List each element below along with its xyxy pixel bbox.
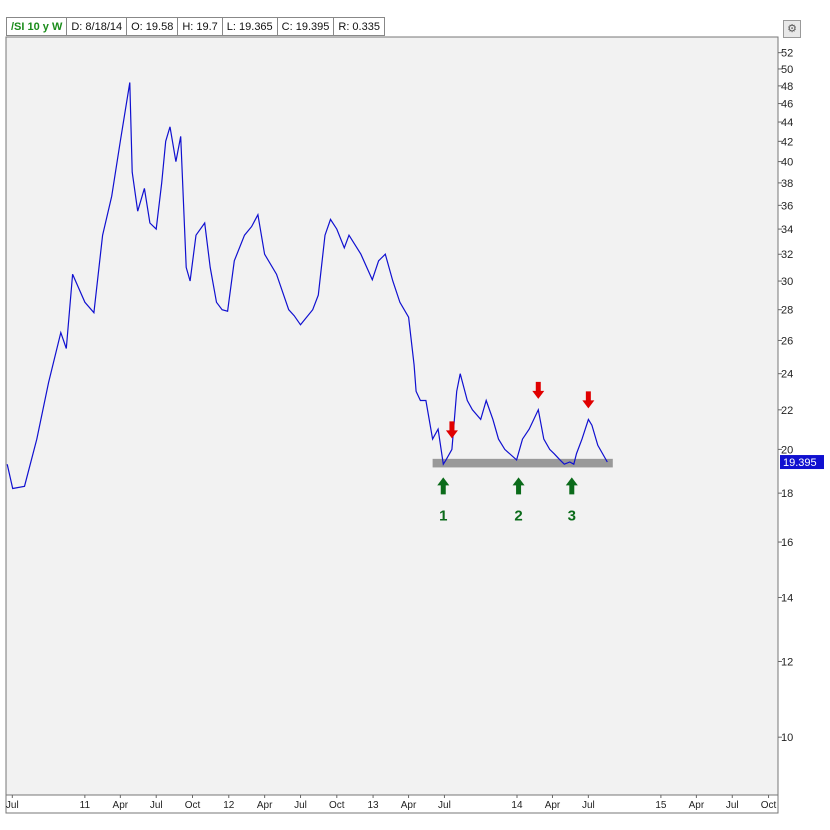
y-tick-label: 26	[781, 335, 793, 347]
x-tick-label: Oct	[329, 800, 345, 811]
x-tick-label: Jul	[150, 800, 163, 811]
y-tick-label: 16	[781, 537, 793, 549]
y-tick-label: 46	[781, 99, 793, 111]
price-line	[6, 82, 608, 490]
up-arrow	[565, 477, 578, 495]
y-tick-label: 48	[781, 81, 793, 93]
x-tick-label: Oct	[761, 800, 777, 811]
x-axis-band	[5, 794, 779, 814]
y-tick-label: 34	[781, 224, 793, 236]
y-tick-label: 20	[781, 444, 793, 456]
y-tick-label: 40	[781, 157, 793, 169]
y-tick-label: 10	[781, 732, 793, 744]
down-arrow	[532, 381, 545, 399]
x-tick-label: Apr	[113, 800, 129, 811]
quote-header: /SI 10 y W D: 8/18/14 O: 19.58 H: 19.7 L…	[6, 17, 385, 36]
down-arrow	[445, 421, 458, 439]
y-tick-label: 22	[781, 405, 793, 417]
y-tick-label: 50	[781, 64, 793, 76]
open-value: O: 19.58	[127, 17, 179, 36]
support-band	[432, 458, 613, 468]
x-tick-label: 11	[80, 800, 91, 811]
info-icon[interactable]: i	[10, 42, 23, 55]
y-tick-label: 44	[781, 117, 793, 129]
support-touch-label: 1	[439, 507, 447, 524]
x-tick-label: 14	[511, 800, 523, 811]
x-tick-label: Apr	[257, 800, 273, 811]
x-tick-label: Apr	[689, 800, 705, 811]
up-arrow	[437, 477, 450, 495]
y-tick-label: 30	[781, 276, 793, 288]
support-touch-label: 2	[514, 507, 522, 524]
plot-area	[5, 36, 779, 796]
copyright-text: 2014 © TD Ameritrade IP Company, Inc.	[27, 43, 206, 54]
y-tick-label: 32	[781, 249, 793, 261]
x-tick-label: 15	[655, 800, 667, 811]
down-arrow	[582, 391, 595, 409]
range-value: R: 0.335	[334, 17, 385, 36]
y-tick-label: 28	[781, 305, 793, 317]
y-tick-label: 14	[781, 592, 793, 604]
symbol-label[interactable]: /SI 10 y W	[6, 17, 68, 36]
x-tick-label: Apr	[401, 800, 417, 811]
x-tick-label: 13	[368, 800, 380, 811]
y-tick-label: 42	[781, 136, 793, 148]
high-value: H: 19.7	[178, 17, 223, 36]
y-tick-label: 38	[781, 178, 793, 190]
y-tick-label: 24	[781, 369, 793, 381]
x-tick-label: Jul	[438, 800, 451, 811]
x-tick-label: Oct	[185, 800, 201, 811]
copyright-notice: i 2014 © TD Ameritrade IP Company, Inc.	[10, 42, 205, 55]
x-tick-label: Apr	[545, 800, 561, 811]
x-tick-label: Jul	[6, 800, 19, 811]
x-tick-label: 12	[223, 800, 235, 811]
x-tick-label: Jul	[582, 800, 595, 811]
last-price-tag	[780, 455, 824, 470]
y-tick-label: 18	[781, 488, 793, 500]
x-tick-label: Jul	[726, 800, 739, 811]
close-value: C: 19.395	[277, 17, 335, 36]
x-tick-label: Jul	[294, 800, 307, 811]
date-value: D: 8/18/14	[67, 17, 128, 36]
y-tick-label: 36	[781, 200, 793, 212]
up-arrow	[512, 477, 525, 495]
y-tick-label: 12	[781, 656, 793, 668]
y-tick-label: 52	[781, 48, 793, 60]
support-touch-label: 3	[568, 507, 576, 524]
low-value: L: 19.365	[222, 17, 278, 36]
chart-tool-icon[interactable]: ⚙	[783, 20, 801, 38]
last-price-label: 19.395	[783, 457, 817, 469]
